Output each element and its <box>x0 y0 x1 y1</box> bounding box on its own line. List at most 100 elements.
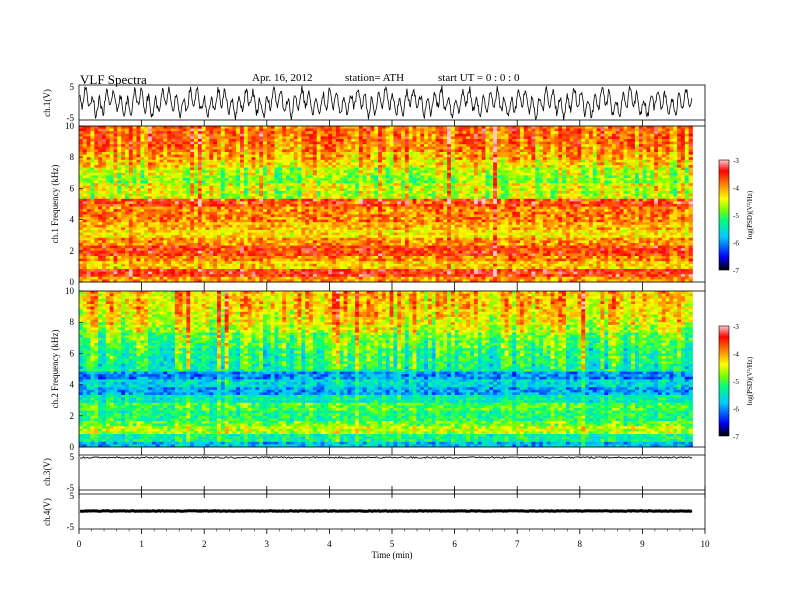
spectrogram-cell <box>669 139 673 142</box>
spectrogram-cell <box>332 165 336 168</box>
spectrogram-cell <box>459 165 463 168</box>
spectrogram-cell <box>317 144 321 147</box>
spectrogram-cell <box>570 136 574 139</box>
spectrogram-cell <box>470 196 474 199</box>
spectrogram-cell <box>539 201 543 204</box>
spectrogram-cell <box>351 147 355 150</box>
spectrogram-cell <box>163 152 167 155</box>
spectrogram-cell <box>152 178 156 181</box>
spectrogram-cell <box>459 204 463 207</box>
spectrogram-cell <box>278 204 282 207</box>
spectrogram-cell <box>520 188 524 191</box>
spectrogram-cell <box>562 152 566 155</box>
spectrogram-cell <box>558 131 562 134</box>
spectrogram-cell <box>363 162 367 165</box>
spectrogram-cell <box>140 144 144 147</box>
spectrogram-cell <box>547 147 551 150</box>
spectrogram-cell <box>639 134 643 137</box>
spectrogram-cell <box>194 204 198 207</box>
spectrogram-cell <box>221 173 225 176</box>
spectrogram-cell <box>167 136 171 139</box>
spectrogram-cell <box>608 155 612 158</box>
spectrogram-cell <box>570 175 574 178</box>
spectrogram-cell <box>171 136 175 139</box>
spectrogram-cell <box>577 144 581 147</box>
spectrogram-cell <box>616 194 620 197</box>
spectrogram-cell <box>271 178 275 181</box>
spectrogram-cell <box>508 178 512 181</box>
spectrogram-cell <box>428 178 432 181</box>
spectrogram-cell <box>175 199 179 202</box>
spectrogram-cell <box>110 160 114 163</box>
spectrogram-cell <box>482 131 486 134</box>
spectrogram-cell <box>198 144 202 147</box>
spectrogram-cell <box>654 181 658 184</box>
spectrogram-cell <box>436 178 440 181</box>
spectrogram-cell <box>190 131 194 134</box>
spectrogram-cell <box>83 149 87 152</box>
spectrogram-cell <box>367 186 371 189</box>
spectrogram-cell <box>631 196 635 199</box>
spectrogram-cell <box>689 136 693 139</box>
spectrogram-cell <box>98 126 102 129</box>
spectrogram-cell <box>393 199 397 202</box>
spectrogram-cell <box>167 134 171 137</box>
spectrogram-cell <box>102 194 106 197</box>
spectrogram-cell <box>459 136 463 139</box>
spectrogram-cell <box>654 144 658 147</box>
spectrogram-cell <box>531 136 535 139</box>
spectrogram-cell <box>482 204 486 207</box>
spectrogram-cell <box>110 129 114 132</box>
spectrogram-cell <box>344 181 348 184</box>
spectrogram-cell <box>370 170 374 173</box>
spectrogram-cell <box>370 155 374 158</box>
spectrogram-cell <box>328 186 332 189</box>
spectrogram-cell <box>497 139 501 142</box>
spectrogram-cell <box>324 149 328 152</box>
spectrogram-cell <box>290 134 294 137</box>
spectrogram-cell <box>321 191 325 194</box>
spectrogram-cell <box>225 149 229 152</box>
spectrogram-cell <box>374 142 378 145</box>
spectrogram-cell <box>474 191 478 194</box>
spectrogram-cell <box>160 149 164 152</box>
spectrogram-cell <box>152 199 156 202</box>
spectrogram-cell <box>321 199 325 202</box>
spectrogram-cell <box>443 170 447 173</box>
spectrogram-cell <box>604 147 608 150</box>
spectrogram-cell <box>137 188 141 191</box>
spectrogram-cell <box>543 196 547 199</box>
spectrogram-cell <box>244 157 248 160</box>
spectrogram-cell <box>574 144 578 147</box>
spectrogram-cell <box>194 201 198 204</box>
spectrogram-cell <box>206 183 210 186</box>
spectrogram-cell <box>229 160 233 163</box>
spectrogram-cell <box>436 157 440 160</box>
spectrogram-cell <box>263 181 267 184</box>
spectrogram-cell <box>290 186 294 189</box>
spectrogram-cell <box>505 175 509 178</box>
spectrogram-cell <box>401 147 405 150</box>
spectrogram-cell <box>221 126 225 129</box>
spectrogram-cell <box>121 131 125 134</box>
spectrogram-cell <box>558 160 562 163</box>
spectrogram-cell <box>248 162 252 165</box>
spectrogram-cell <box>110 201 114 204</box>
spectrogram-cell <box>347 126 351 129</box>
spectrogram-cell <box>382 191 386 194</box>
spectrogram-cell <box>558 155 562 158</box>
spectrogram-cell <box>673 142 677 145</box>
spectrogram-cell <box>616 175 620 178</box>
spectrogram-cell <box>198 131 202 134</box>
spectrogram-cell <box>646 175 650 178</box>
spectrogram-cell <box>156 147 160 150</box>
spectrogram-cell <box>386 183 390 186</box>
spectrogram-cell <box>305 183 309 186</box>
spectrogram-cell <box>236 168 240 171</box>
spectrogram-cell <box>459 191 463 194</box>
spectrogram-cell <box>566 136 570 139</box>
spectrogram-cell <box>117 129 121 132</box>
spectrogram-cell <box>194 144 198 147</box>
spectrogram-cell <box>681 178 685 181</box>
spectrogram-cell <box>209 175 213 178</box>
